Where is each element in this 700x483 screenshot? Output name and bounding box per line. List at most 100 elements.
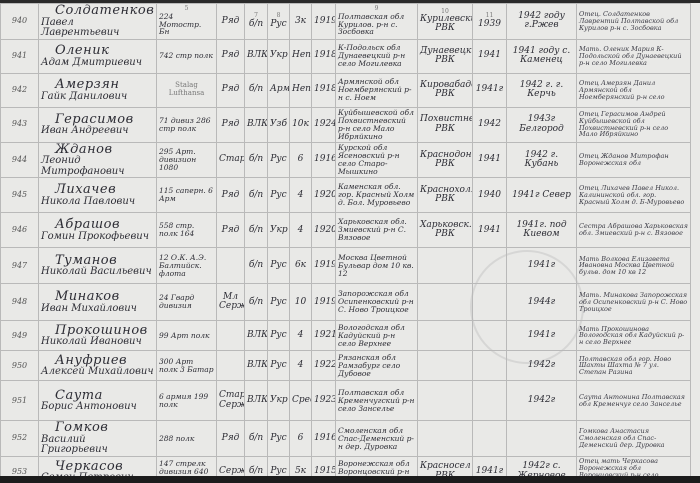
year-value: 1924	[314, 118, 336, 129]
party-cell: ВЛКСМ	[244, 380, 268, 422]
table-row: 952 Гомков Василий Григорьевич 288 полк Ряд б…	[0, 420, 691, 457]
nat-value: Рус	[270, 330, 287, 341]
unit-cell: 12 О.К. А.Э. Балтийск. флота	[156, 247, 217, 285]
relatives-cell: Саута Антонина Полтавская обл Кременчуг …	[576, 380, 691, 422]
nat-cell: Укр	[267, 212, 290, 249]
nat-value: Укр	[270, 50, 288, 61]
rank-cell: Ряд	[216, 3, 245, 40]
table-row: 949 Прокошинов Николай Иванович 99 Арт полк…	[0, 320, 691, 352]
missing-value: 1943г Белгород	[519, 114, 564, 134]
office-cell: 10Курилевский РВК	[417, 3, 473, 40]
unit-cell: 300 Арт полк 3 Батар	[156, 350, 217, 382]
given-name: Василий Григорьевич	[41, 433, 108, 456]
office-cell	[417, 320, 473, 352]
party-value: ВЛКСМ	[247, 330, 268, 341]
address-value: Полтавская обл Кременчугский р-н село За…	[338, 387, 415, 413]
given-name: Леонид Митрофанович	[41, 155, 125, 177]
num-cell: 949	[0, 320, 39, 352]
unit-cell: 295 Арт. дивизион 1080	[156, 141, 217, 179]
nat-cell: Рус	[267, 455, 290, 476]
unit-value: 115 саперн. 6 Арм	[159, 186, 213, 204]
office-value: Похвистнев РВК	[420, 114, 472, 134]
edu-value: 3к	[294, 15, 307, 26]
surname: Гомков	[55, 420, 109, 436]
unit-cell: 24 Гвард дивизия	[156, 283, 217, 322]
column-number: 7	[254, 12, 258, 20]
edu-cell: 4	[289, 212, 312, 249]
relatives-cell: Гомкова Анастасия Смоленская обл Спас-Де…	[576, 420, 691, 457]
edu-cell: Неп	[289, 72, 312, 108]
nat-cell: Рус	[267, 141, 290, 179]
party-cell: б/п	[244, 72, 268, 108]
party-cell: б/п	[244, 455, 268, 476]
relatives-value: Полтавская обл гор. Ново Шахты Шахта № 7…	[579, 354, 672, 377]
nat-value: Рус	[270, 466, 287, 476]
rank-value: Серж	[219, 466, 245, 476]
column-number: 9	[374, 5, 379, 13]
surname: Минаков	[55, 289, 120, 305]
given-name: Адам Дмитриевич	[41, 56, 142, 68]
year-cell: 1916	[311, 141, 336, 179]
rank-value: Ряд	[221, 50, 240, 61]
edu-value: 4	[297, 360, 304, 371]
name-cell: Солдатенков Павел Лаврентьевич	[38, 3, 157, 40]
missing-value: 1941г	[527, 330, 556, 341]
rank-cell	[216, 350, 245, 382]
name-cell: Амерзян Гайк Данилович	[38, 72, 157, 108]
address-value: Запорожская обл Осипенковский р-н С. Нов…	[338, 289, 414, 315]
edu-value: 10	[294, 296, 307, 307]
surname: Амерзян	[55, 77, 120, 93]
rank-cell: Ряд	[216, 72, 245, 108]
num-cell: 945	[0, 177, 39, 214]
name-cell: Минаков Иван Михайлович	[38, 283, 157, 322]
edu-cell: Неп	[289, 38, 312, 74]
draft-value: 1939	[478, 18, 501, 29]
nat-cell: Укр	[267, 380, 290, 422]
draft-cell	[472, 380, 507, 422]
edu-cell: 5к	[289, 455, 312, 476]
column-number: 5	[184, 5, 189, 13]
relatives-cell: Отец Герасимов Андрей Куйбышевской обл П…	[576, 106, 691, 143]
table-row: 947 Туманов Николай Васильевич 12 О.К. А.Э.…	[0, 247, 691, 285]
office-value: Дунаевецкий РВК	[420, 45, 472, 66]
name-cell: Гомков Василий Григорьевич	[38, 420, 157, 457]
relatives-value: Отец. Солдатенков Лаврентий Полтавской о…	[579, 10, 679, 32]
draft-cell: 1940	[472, 177, 507, 214]
address-value: Вологодская обл Кадуйский р-н село Верхн…	[338, 322, 405, 348]
unit-value: 6 армия 199 полк	[159, 391, 209, 409]
relatives-value: Отец Герасимов Андрей Куйбышевской обл П…	[579, 110, 669, 139]
relatives-cell: Отец Амерзян Данил Армянской обл Ноембер…	[576, 72, 691, 108]
name-cell: Герасимов Иван Андреевич	[38, 106, 157, 143]
rank-cell	[216, 320, 245, 352]
office-cell: Краснохолм РВК	[417, 177, 473, 214]
office-cell: Красносел РВК	[417, 455, 473, 476]
camp-stamp: Stalag Lufthansa	[168, 81, 205, 98]
year-cell: 1924	[311, 106, 336, 143]
relatives-cell: Мать. Минакова Запорожская обл Осипенков…	[576, 283, 691, 322]
edu-value: 6к	[294, 260, 307, 271]
draft-value: 1941г	[475, 466, 504, 476]
relatives-value: Отец Жданов Митрофан Воронежская обл	[579, 152, 669, 167]
year-value: 1915	[314, 466, 336, 476]
table-row: 941 Оленик Адам Дмитриевич 742 стр полк Ряд В…	[0, 38, 691, 74]
surname: Прокошинов	[55, 322, 148, 338]
table-row: 943 Герасимов Иван Андреевич 71 дивиз 286 с…	[0, 106, 691, 143]
year-cell: 1923	[311, 380, 336, 422]
missing-value: 1942 г. Кубань	[524, 149, 559, 169]
address-cell: Каменская обл. гор. Красный Холм д. Бол.…	[335, 177, 418, 214]
given-name: Гомин Прокофьевич	[41, 230, 149, 242]
relatives-value: Мать Прокошинова Вологодская обл Кадуйск…	[579, 324, 685, 347]
nat-value: Укр	[270, 395, 288, 406]
rank-value: Ряд	[221, 224, 240, 235]
missing-value: 1944г	[527, 296, 556, 307]
address-cell: Рязанская обл Рамзабург село Дубовое	[335, 350, 418, 382]
table-row: 945 Лихачев Никола Павлович 115 саперн. 6 А…	[0, 177, 691, 214]
party-cell: ВЛКСМ	[244, 350, 268, 382]
unit-value: 295 Арт. дивизион 1080	[159, 147, 197, 172]
party-cell: б/п	[244, 141, 268, 179]
draft-cell	[472, 247, 507, 285]
relatives-cell: Сестра Абрашова Харьковская обл. Змиевск…	[576, 212, 691, 249]
year-value: 1918	[314, 50, 336, 61]
office-value: Харьковск. РВК	[420, 219, 472, 240]
num-cell: 943	[0, 106, 39, 143]
